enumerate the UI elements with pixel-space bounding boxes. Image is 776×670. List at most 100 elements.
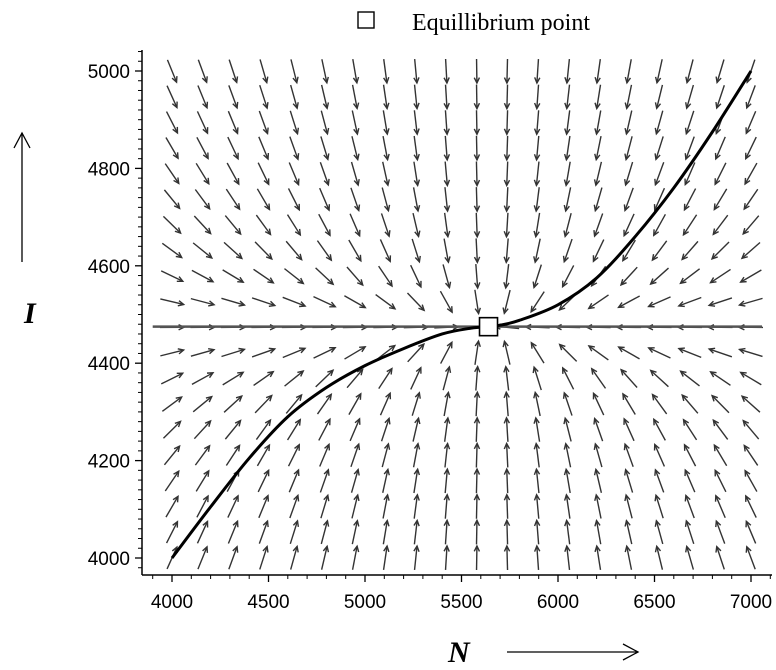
field-arrow	[192, 395, 213, 413]
field-arrow	[350, 161, 360, 187]
field-arrow	[503, 212, 511, 239]
field-arrow	[162, 420, 182, 439]
field-arrow	[344, 295, 367, 309]
field-arrow	[534, 58, 541, 85]
field-arrow	[744, 469, 758, 492]
field-arrow	[289, 519, 300, 545]
field-arrow	[411, 391, 421, 416]
field-arrow	[162, 215, 182, 235]
field-arrow	[413, 161, 421, 187]
field-arrow	[502, 339, 511, 365]
field-arrow	[313, 347, 337, 359]
x-axis-arrow-icon	[507, 643, 640, 661]
field-arrow	[624, 519, 633, 545]
field-arrow	[443, 212, 451, 239]
field-arrow	[647, 347, 671, 359]
field-arrow	[443, 84, 450, 111]
field-arrow	[221, 347, 246, 358]
field-arrow	[744, 162, 758, 186]
field-arrow	[745, 136, 757, 161]
field-arrow	[289, 110, 300, 136]
field-arrow	[624, 84, 633, 110]
field-arrow	[742, 215, 760, 236]
field-arrow	[320, 84, 330, 110]
field-arrow	[320, 110, 330, 136]
field-arrow	[684, 110, 695, 136]
field-arrow	[530, 291, 545, 314]
field-arrow	[318, 417, 331, 441]
field-arrow	[225, 444, 241, 466]
field-arrow	[348, 392, 362, 415]
field-arrow	[503, 264, 510, 290]
field-arrow	[710, 241, 730, 261]
field-arrow	[160, 298, 186, 307]
field-arrow	[533, 544, 541, 571]
field-arrow	[710, 394, 730, 414]
field-arrow	[647, 296, 671, 308]
field-arrow	[533, 390, 541, 417]
field-arrow	[712, 214, 729, 236]
field-arrow	[715, 59, 725, 85]
field-arrow	[743, 188, 759, 211]
field-arrow	[443, 518, 450, 545]
y-tick-label: 4000	[88, 549, 130, 570]
field-arrow	[378, 367, 393, 389]
field-arrow	[442, 365, 452, 391]
field-arrow	[533, 467, 541, 494]
field-arrow	[533, 187, 541, 213]
field-arrow	[190, 347, 216, 357]
field-arrow	[224, 419, 242, 440]
field-arrow	[413, 84, 420, 111]
x-tick-label: 6000	[537, 592, 579, 613]
field-arrow	[383, 59, 390, 85]
field-arrow	[503, 467, 511, 494]
field-arrow	[352, 59, 360, 85]
x-tick-label: 4000	[151, 592, 193, 613]
field-arrow	[624, 544, 633, 570]
field-arrow	[381, 187, 391, 213]
field-arrow	[622, 239, 636, 263]
field-arrow	[382, 467, 390, 493]
field-arrow	[380, 213, 391, 238]
field-arrow	[166, 85, 178, 110]
equilibrium-point-marker	[478, 316, 499, 337]
y-tick-label: 4200	[88, 452, 130, 473]
field-arrow	[344, 345, 367, 360]
field-arrow	[714, 136, 726, 161]
field-arrow	[443, 441, 451, 468]
field-arrow	[379, 239, 392, 263]
field-arrow	[503, 84, 511, 111]
field-arrow	[681, 393, 699, 414]
field-arrow	[654, 84, 664, 110]
field-arrow	[592, 391, 605, 416]
field-arrow	[473, 58, 481, 85]
field-arrow	[707, 347, 733, 358]
x-tick-label: 5500	[440, 592, 482, 613]
field-arrow	[194, 189, 211, 211]
field-arrow	[259, 545, 269, 570]
field-arrow	[413, 518, 420, 545]
field-arrow	[285, 240, 303, 261]
field-arrow	[503, 365, 510, 391]
field-arrow	[563, 493, 571, 519]
field-arrow	[533, 493, 541, 519]
field-arrow	[257, 162, 270, 186]
field-arrow	[254, 241, 273, 261]
field-arrow	[473, 212, 481, 239]
field-arrow	[533, 110, 541, 136]
field-arrow	[740, 241, 761, 260]
field-arrow	[251, 347, 277, 358]
field-arrow	[563, 442, 572, 468]
field-arrow	[651, 240, 668, 262]
field-arrow	[503, 135, 511, 162]
field-arrow	[288, 162, 300, 187]
field-arrow	[194, 444, 211, 466]
field-arrow	[165, 520, 179, 544]
field-arrow	[745, 85, 756, 110]
field-arrow	[286, 418, 302, 441]
field-arrow	[623, 187, 634, 212]
field-arrow	[258, 494, 270, 519]
field-arrow	[533, 212, 541, 239]
field-arrow	[191, 372, 215, 385]
field-arrow	[161, 396, 183, 412]
